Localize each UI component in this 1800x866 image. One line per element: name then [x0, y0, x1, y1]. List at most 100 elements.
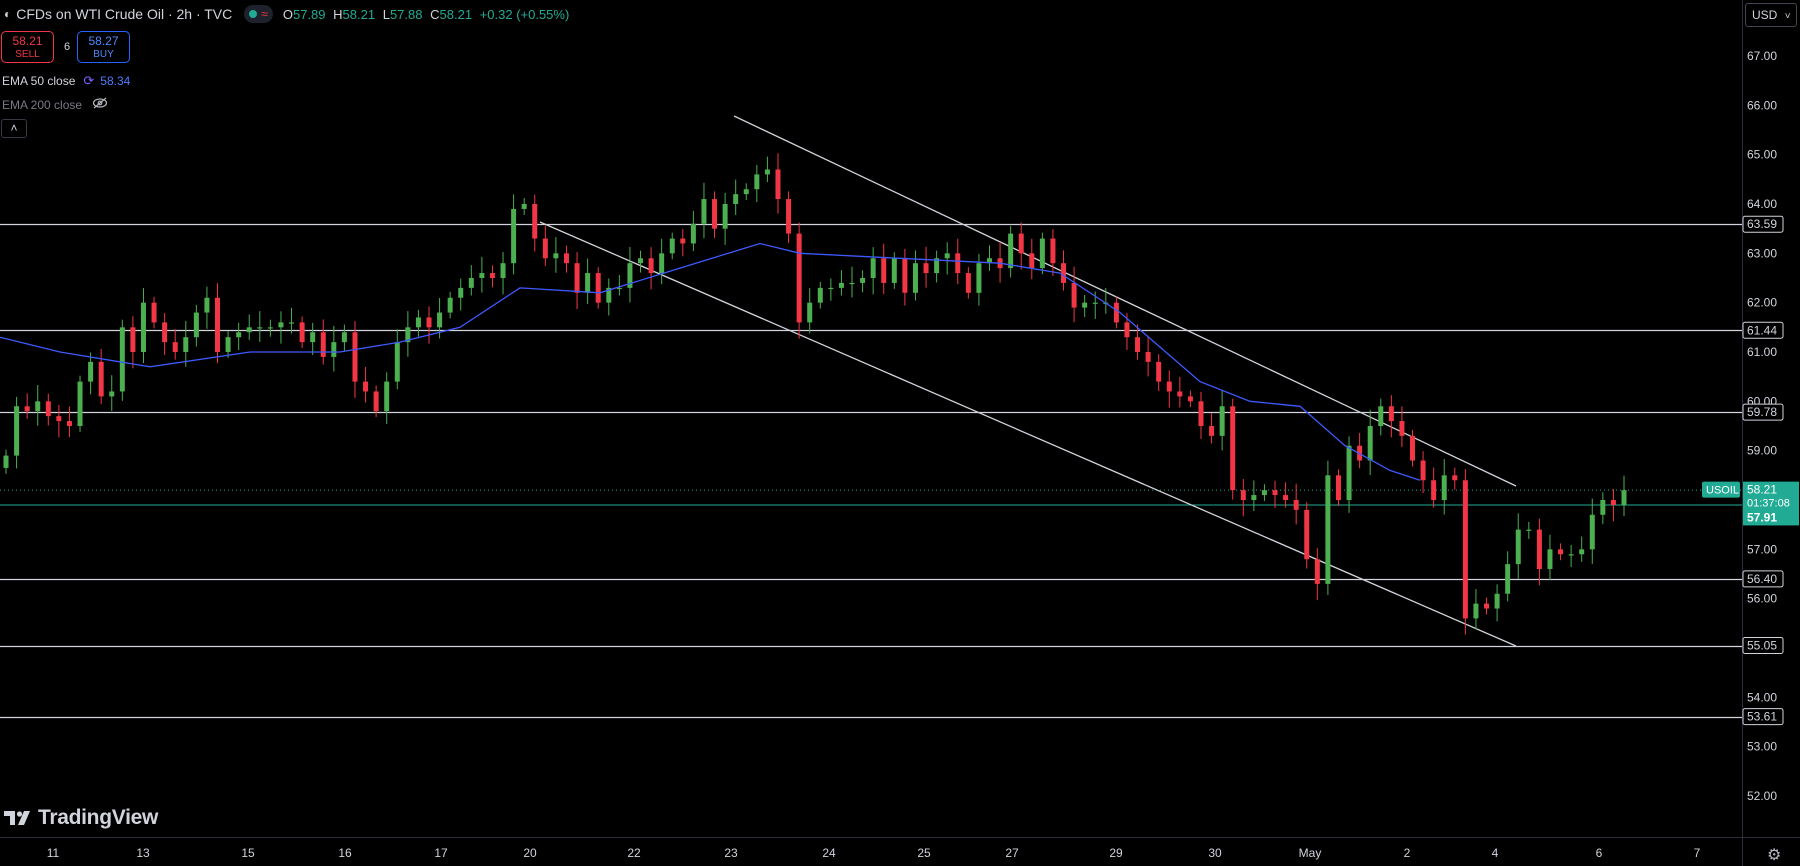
- candle: [934, 258, 940, 274]
- candle: [215, 297, 221, 352]
- candle: [278, 322, 284, 328]
- candle: [289, 322, 295, 324]
- candle: [733, 194, 739, 204]
- candle: [1071, 282, 1077, 308]
- candle: [24, 406, 30, 412]
- candle: [1039, 238, 1045, 269]
- candle: [310, 332, 316, 343]
- candle: [77, 381, 83, 426]
- indicator-value: 58.34: [100, 74, 131, 88]
- time-tick-label: 22: [627, 846, 641, 860]
- price-tick-label: 59.00: [1747, 444, 1777, 458]
- currency-select[interactable]: USD ˅: [1745, 3, 1797, 27]
- sell-button[interactable]: 58.21 SELL: [1, 31, 54, 63]
- candle: [860, 278, 866, 283]
- last-price-label: 58.21: [1747, 483, 1777, 497]
- currency-label: USD: [1752, 8, 1778, 22]
- candle: [1261, 490, 1267, 496]
- ohlc-values: O57.89 H58.21 L57.88 C58.21 +0.32 (+0.55…: [282, 6, 570, 22]
- candle: [88, 361, 94, 382]
- collapse-legend-button[interactable]: ˄: [1, 119, 27, 138]
- candle: [521, 204, 527, 209]
- candle: [1621, 490, 1627, 505]
- candle: [405, 327, 411, 343]
- reference-price-label: 57.91: [1747, 510, 1777, 524]
- tradingview-logo[interactable]: TradingView: [4, 805, 158, 831]
- time-tick-label: 16: [338, 846, 352, 860]
- candle: [1082, 302, 1088, 308]
- candle: [722, 204, 728, 229]
- candle: [764, 169, 770, 175]
- candle: [320, 332, 326, 357]
- candle: [638, 258, 644, 264]
- reference-price-badge: [1743, 509, 1799, 526]
- candle: [489, 273, 495, 278]
- candle: [712, 199, 718, 229]
- time-tick-label: 25: [917, 846, 931, 860]
- candle: [1452, 475, 1458, 481]
- candles: [3, 153, 1627, 635]
- candle: [585, 273, 591, 293]
- symbol-badge-label: USOIL: [1706, 485, 1739, 497]
- time-tick-label: 13: [136, 846, 150, 860]
- indicator-name: EMA 50 close: [2, 74, 76, 88]
- candle: [45, 401, 51, 417]
- level-badge-label: 61.44: [1747, 323, 1777, 337]
- candle: [1272, 490, 1278, 496]
- time-tick-label: 11: [47, 846, 60, 860]
- candle: [1367, 426, 1373, 461]
- chart-title[interactable]: CFDs on WTI Crude Oil · 2h · TVC: [16, 6, 233, 22]
- candle: [574, 263, 580, 293]
- candle: [119, 327, 125, 392]
- settings-gear-icon[interactable]: ⚙: [1767, 847, 1782, 864]
- candle: [426, 317, 432, 328]
- time-tick-label: 27: [1005, 846, 1019, 860]
- price-tick-label: 61.00: [1747, 345, 1777, 359]
- eye-hidden-icon[interactable]: [92, 97, 108, 112]
- candle: [172, 342, 178, 352]
- ema50-line: [0, 242, 1421, 481]
- chevron-down-icon: ˅: [1784, 11, 1791, 22]
- candle: [1494, 593, 1500, 609]
- candle: [341, 332, 347, 343]
- buy-button[interactable]: 58.27 BUY: [77, 31, 130, 63]
- candle: [701, 199, 707, 224]
- time-tick-label: 30: [1208, 846, 1222, 860]
- candle: [1610, 500, 1616, 505]
- indicator-ema50[interactable]: EMA 50 close ⟳ 58.34: [2, 73, 130, 89]
- candle: [1335, 475, 1341, 500]
- price-tick-label: 67.00: [1747, 49, 1777, 63]
- candle: [500, 263, 506, 278]
- status-pill[interactable]: ≈: [244, 5, 273, 23]
- tradingview-icon: [4, 811, 30, 825]
- indicator-ema200[interactable]: EMA 200 close: [2, 97, 108, 112]
- candle: [1346, 445, 1352, 500]
- level-badge-label: 55.05: [1747, 639, 1777, 653]
- candle: [1166, 381, 1172, 392]
- candle: [479, 273, 485, 278]
- candle: [1547, 549, 1553, 570]
- candle: [1240, 490, 1246, 500]
- candle: [151, 302, 157, 323]
- candle: [109, 391, 115, 397]
- candle: [1484, 603, 1490, 609]
- candle: [98, 361, 104, 397]
- buy-price: 58.27: [88, 34, 119, 48]
- candle: [817, 287, 823, 303]
- candle: [955, 253, 961, 274]
- candle: [1177, 391, 1183, 397]
- price-tick-label: 53.00: [1747, 740, 1777, 754]
- time-tick-label: 15: [241, 846, 255, 860]
- level-badge: [1742, 708, 1784, 726]
- candle: [511, 208, 517, 264]
- candle: [1462, 480, 1468, 619]
- trendline: [733, 115, 1517, 487]
- candle: [1124, 322, 1130, 338]
- candle: [1409, 435, 1415, 461]
- candle: [1314, 559, 1320, 584]
- candle: [1431, 480, 1437, 500]
- candle: [257, 327, 263, 329]
- candle: [1420, 460, 1426, 481]
- candle: [616, 287, 622, 290]
